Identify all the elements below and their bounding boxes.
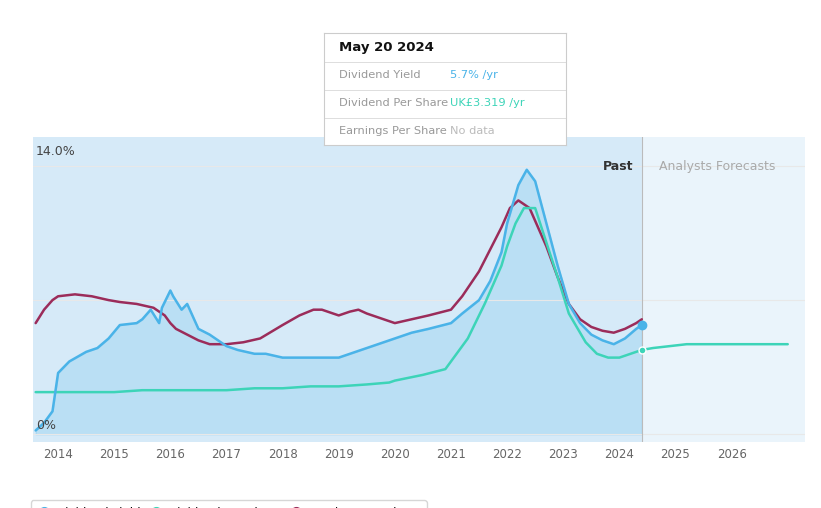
Text: Past: Past (603, 160, 633, 173)
Bar (642, 137, 805, 442)
Bar (33, 137, 642, 442)
Text: 0%: 0% (35, 420, 56, 432)
Text: No data: No data (450, 126, 495, 136)
Text: Dividend Per Share: Dividend Per Share (339, 99, 448, 108)
Text: Dividend Yield: Dividend Yield (339, 71, 420, 80)
Text: Analysts Forecasts: Analysts Forecasts (658, 160, 775, 173)
Legend: Dividend Yield, Dividend Per Share, Earnings Per Share: Dividend Yield, Dividend Per Share, Earn… (31, 500, 427, 508)
Text: 5.7% /yr: 5.7% /yr (450, 71, 498, 80)
Text: 14.0%: 14.0% (35, 145, 76, 158)
Text: UK£3.319 /yr: UK£3.319 /yr (450, 99, 525, 108)
Text: Earnings Per Share: Earnings Per Share (339, 126, 447, 136)
Text: May 20 2024: May 20 2024 (339, 41, 433, 54)
